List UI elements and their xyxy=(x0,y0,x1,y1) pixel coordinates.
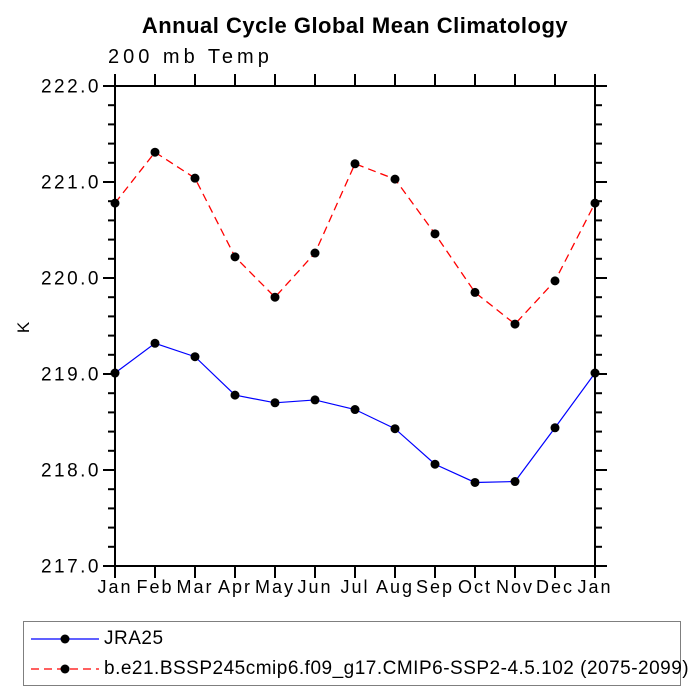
series-marker-1 xyxy=(470,287,480,297)
series-marker-0 xyxy=(350,405,360,415)
y-tick-label: 217.0 xyxy=(41,557,101,578)
y-tick-label: 218.0 xyxy=(41,461,101,482)
series-marker-1 xyxy=(110,198,120,208)
x-tick-label: Oct xyxy=(458,577,492,597)
y-tick-label: 220.0 xyxy=(41,269,101,290)
series-marker-0 xyxy=(270,398,280,408)
y-tick-label: 221.0 xyxy=(41,173,101,194)
x-tick-label: Jul xyxy=(340,577,369,597)
legend-item-model: b.e21.BSSP245cmip6.f09_g17.CMIP6-SSP2-4.… xyxy=(31,659,689,679)
series-marker-1 xyxy=(430,229,440,239)
x-tick-label: Apr xyxy=(218,577,252,597)
x-tick-label: Sep xyxy=(416,577,454,597)
x-tick-label: Jan xyxy=(577,577,612,597)
chart-title: Annual Cycle Global Mean Climatology xyxy=(141,13,569,38)
x-tick-label: Feb xyxy=(136,577,173,597)
series-marker-1 xyxy=(590,198,600,208)
series-marker-0 xyxy=(430,459,440,469)
series-marker-0 xyxy=(510,477,520,487)
legend-label-jra25: JRA25 xyxy=(104,628,164,649)
series-marker-1 xyxy=(150,147,160,157)
series-marker-1 xyxy=(190,173,200,183)
x-tick-label: Aug xyxy=(376,577,414,597)
series-marker-1 xyxy=(550,276,560,286)
series-marker-1 xyxy=(270,292,280,302)
y-tick-label: 219.0 xyxy=(41,365,101,386)
x-tick-label: May xyxy=(255,577,295,597)
chart-subtitle: 200 mb Temp xyxy=(108,46,273,68)
series-marker-1 xyxy=(230,252,240,262)
legend-solid-line-sample xyxy=(31,634,99,644)
series-marker-1 xyxy=(310,248,320,258)
x-tick-label: Dec xyxy=(536,577,574,597)
y-tick-label: 222.0 xyxy=(41,77,101,98)
series-marker-1 xyxy=(510,319,520,329)
series-marker-0 xyxy=(590,368,600,378)
legend: JRA25 b.e21.BSSP245cmip6.f09_g17.CMIP6-S… xyxy=(23,621,689,686)
series-line-1 xyxy=(114,151,596,325)
series-marker-0 xyxy=(550,423,560,433)
x-tick-label: Nov xyxy=(496,577,534,597)
legend-item-jra25: JRA25 xyxy=(31,629,164,649)
plot-frame xyxy=(114,85,596,567)
series-marker-0 xyxy=(150,338,160,348)
series-marker-1 xyxy=(390,174,400,184)
series-marker-0 xyxy=(230,390,240,400)
series-marker-0 xyxy=(190,352,200,362)
series-marker-1 xyxy=(350,159,360,169)
series-marker-0 xyxy=(470,477,480,487)
x-tick-label: Mar xyxy=(177,577,214,597)
x-tick-label: Jan xyxy=(97,577,132,597)
series-marker-0 xyxy=(390,424,400,434)
legend-dashed-line-sample xyxy=(31,664,99,674)
x-tick-label: Jun xyxy=(297,577,332,597)
series-marker-0 xyxy=(310,395,320,405)
legend-label-model: b.e21.BSSP245cmip6.f09_g17.CMIP6-SSP2-4.… xyxy=(104,658,690,679)
series-marker-0 xyxy=(110,368,120,378)
